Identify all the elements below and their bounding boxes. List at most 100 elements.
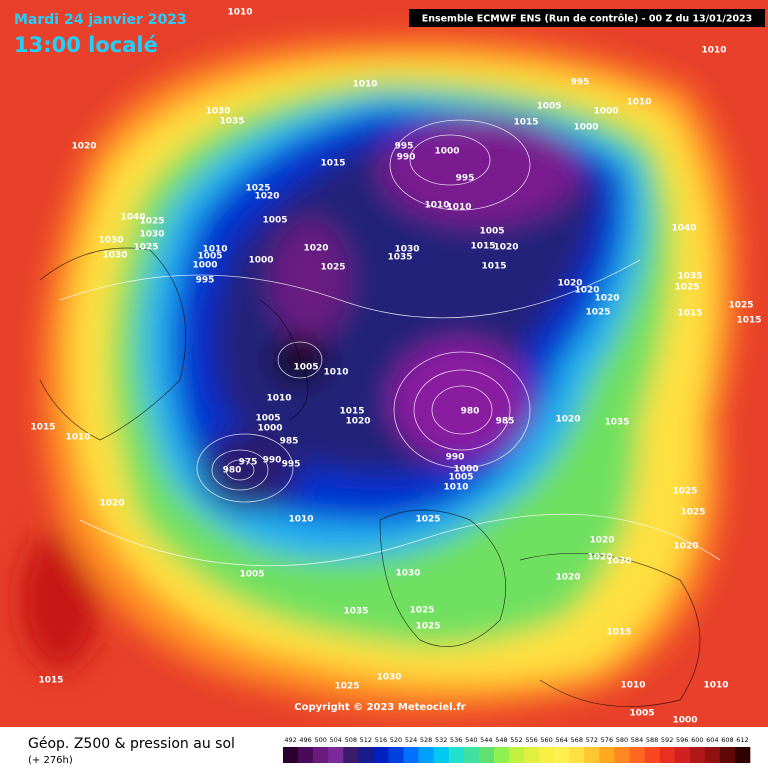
isobar-label: 1010 [424, 201, 449, 211]
isobar-label: 1025 [415, 515, 440, 525]
scale-cell [478, 747, 495, 763]
isobar-label: 995 [571, 78, 590, 88]
isobar-label: 1020 [254, 192, 279, 202]
scale-cell [448, 747, 465, 763]
scale-label: 552 [510, 736, 522, 744]
scale-cell [328, 747, 344, 763]
isobar-label: 1025 [245, 184, 270, 194]
scale-cell [463, 747, 480, 763]
isobar-label: 1015 [38, 676, 63, 686]
isobar-label: 1030 [205, 107, 230, 117]
copyright: Copyright © 2023 Meteociel.fr [294, 702, 465, 713]
isobar-label: 1010 [227, 8, 252, 18]
isobar-label: 1030 [395, 569, 420, 579]
scale-label: 548 [495, 736, 507, 744]
scale-cell [734, 747, 751, 763]
scale-label: 528 [420, 736, 432, 744]
scale-label: 516 [375, 736, 387, 744]
scale-label: 492 [284, 736, 296, 744]
isobar-label: 1035 [387, 253, 412, 263]
scale-cell [403, 747, 419, 763]
isobar-label: 1010 [620, 681, 645, 691]
scale-label: 588 [646, 736, 658, 744]
isobar-label: 1000 [573, 123, 598, 133]
isobar-label: 1025 [133, 243, 158, 253]
scale-cell [433, 747, 450, 763]
isobar-label: 1020 [587, 553, 612, 563]
scale-cell [358, 747, 374, 763]
scale-cell [704, 747, 721, 763]
scale-cell [719, 747, 736, 763]
isobar-label: 1015 [320, 159, 345, 169]
isobar-label: 985 [280, 437, 299, 447]
isobar-label: 1025 [672, 487, 697, 497]
isobar-label: 985 [496, 417, 515, 427]
isobar-label: 1010 [626, 98, 651, 108]
scale-label: 556 [525, 736, 537, 744]
isobar-label: 1010 [352, 80, 377, 90]
isobar-label: 1000 [434, 147, 459, 157]
scale-cell [298, 747, 314, 763]
model-title: Ensemble ECMWF ENS (Run de contrôle) - 0… [422, 14, 753, 25]
scale-cell [599, 747, 615, 763]
scale-label: 604 [706, 736, 718, 744]
scale-label: 596 [676, 736, 688, 744]
isobar-label: 1015 [513, 118, 538, 128]
isobar-label: 1015 [481, 262, 506, 272]
isobar-label: 1035 [604, 418, 629, 428]
isobar-label: 1020 [555, 573, 580, 583]
isobar-label: 1020 [673, 542, 698, 552]
isobar-label: 1030 [394, 245, 419, 255]
isobar-label: 1025 [334, 682, 359, 692]
isobar-label: 1020 [303, 244, 328, 254]
scale-label: 592 [661, 736, 673, 744]
isobar-label: 1005 [255, 414, 280, 424]
scale-cell [373, 747, 389, 763]
scale-label: 572 [586, 736, 598, 744]
isobar-label: 1015 [606, 628, 631, 638]
isobar-label: 1005 [293, 363, 318, 373]
scale-cell [644, 747, 660, 763]
scale-cell [584, 747, 600, 763]
time: 13:00 localé [14, 33, 158, 57]
isobar-label: 980 [461, 407, 480, 417]
scale-cell [614, 747, 630, 763]
model-box [409, 9, 765, 27]
isobar-label: 1000 [248, 256, 273, 266]
scale-label: 540 [465, 736, 477, 744]
isobar-label: 1005 [536, 102, 561, 112]
isobar-label: 1005 [262, 216, 287, 226]
isobar-label: 1010 [446, 203, 471, 213]
isobar-label: 1010 [443, 483, 468, 493]
scale-cell [388, 747, 404, 763]
isobar-label: 1010 [65, 433, 90, 443]
isobar-label: 1030 [376, 673, 401, 683]
isobar-label: 1010 [323, 368, 348, 378]
isobar-label: 1000 [672, 716, 697, 726]
scale-label: 500 [314, 736, 326, 744]
isobar-label: 1000 [453, 465, 478, 475]
isobar-label: 1040 [671, 224, 696, 234]
isobar-label: 1015 [30, 423, 55, 433]
scale-cell [524, 747, 540, 763]
scale-label: 580 [616, 736, 628, 744]
isobar-label: 1010 [701, 46, 726, 56]
scale-label: 512 [360, 736, 372, 744]
color-scale: 492 496 500 504 508 512 516 520 524 528 532 536 540 5… [283, 736, 751, 763]
isobar-label: 1010 [266, 394, 291, 404]
scale-cell [283, 747, 299, 763]
isobar-label: 1030 [606, 557, 631, 567]
scale-label: 600 [691, 736, 703, 744]
isobar-label: 1025 [728, 301, 753, 311]
scale-cell [539, 747, 555, 763]
isobar-label: 1010 [288, 515, 313, 525]
scale-cell [343, 747, 359, 763]
isobar-label: 1010 [202, 245, 227, 255]
isobar-label: 1040 [120, 213, 145, 223]
isobar-label: 995 [196, 276, 215, 286]
isobar-label: 995 [395, 142, 414, 152]
scale-label: 520 [390, 736, 402, 744]
scale-label: 560 [540, 736, 552, 744]
